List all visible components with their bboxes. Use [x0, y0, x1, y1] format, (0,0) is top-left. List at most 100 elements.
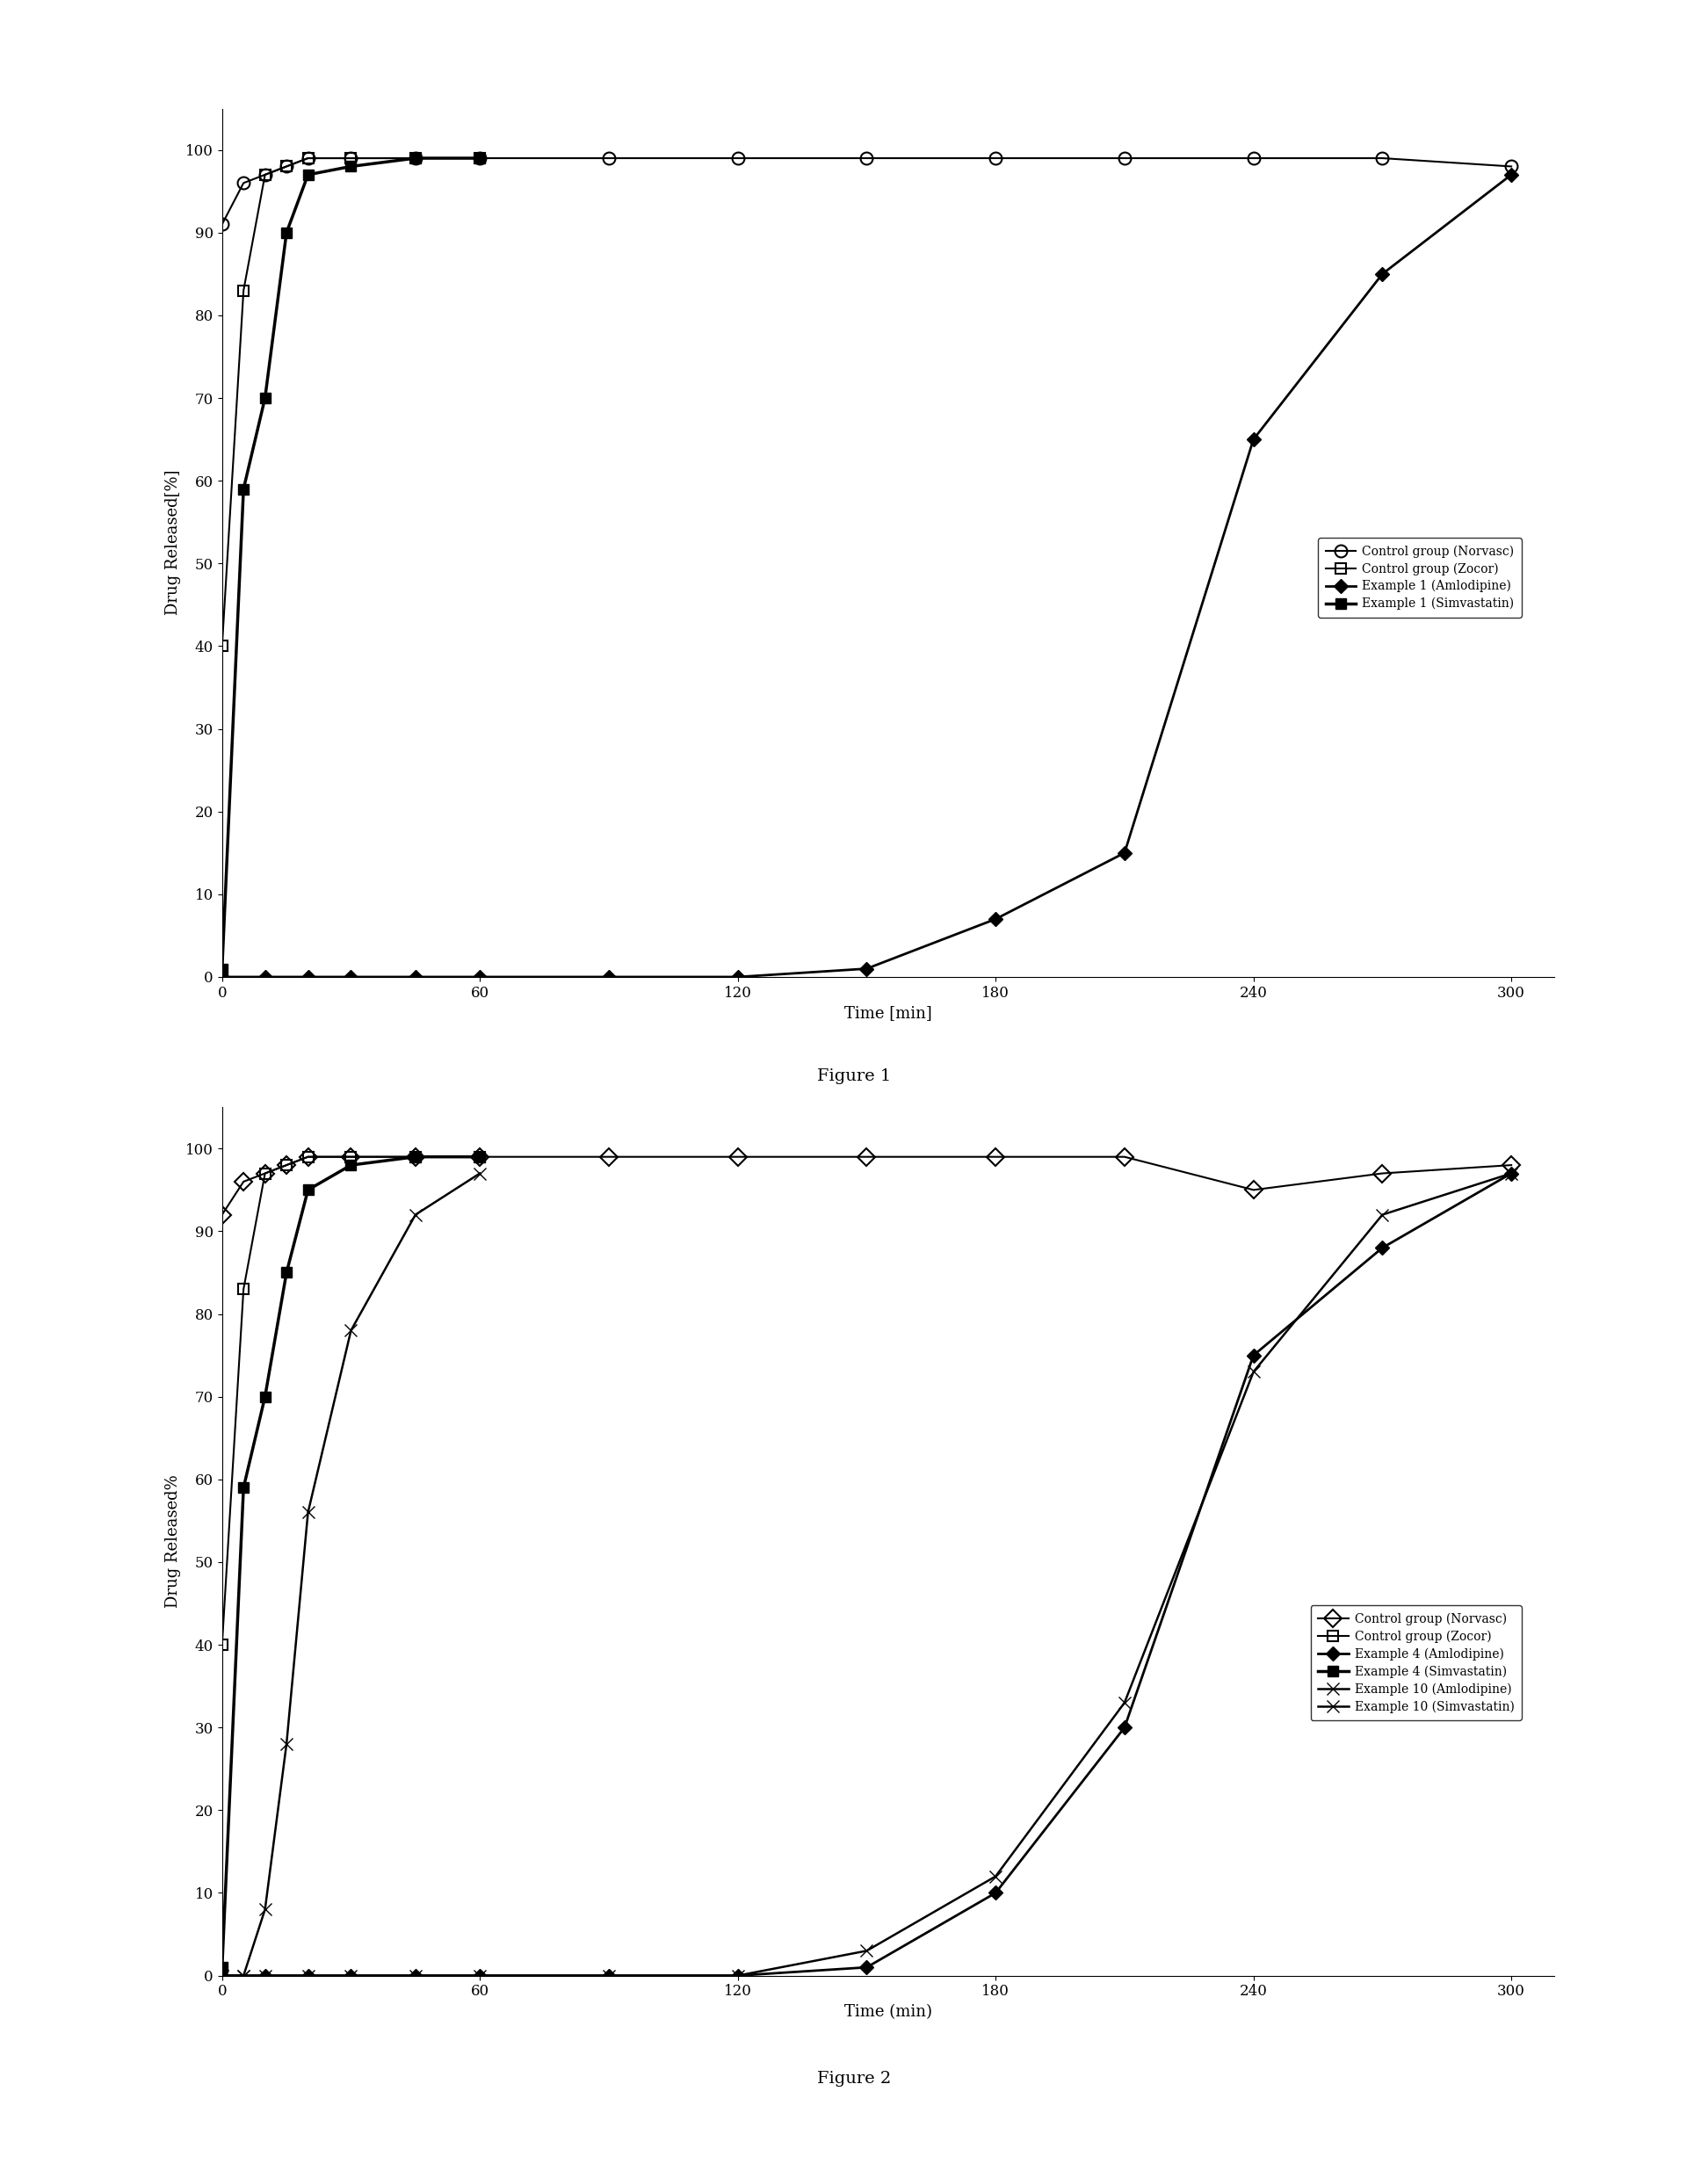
Example 10 (Amlodipine) [405, 1963, 425, 1989]
Example 4 (Simvastatin) [405, 1144, 425, 1170]
Example 1 (Amlodipine) [728, 964, 748, 990]
Example 1 (Simvastatin) [340, 154, 360, 180]
Example 4 (Amlodipine) [1372, 1235, 1392, 1261]
Example 4 (Amlodipine) [1114, 1715, 1134, 1741]
Example 4 (Simvastatin) [234, 1474, 254, 1500]
Example 4 (Amlodipine) [470, 1963, 490, 1989]
Legend: Control group (Norvasc), Control group (Zocor), Example 1 (Amlodipine), Example : Control group (Norvasc), Control group (… [1319, 538, 1522, 617]
Example 1 (Amlodipine) [1114, 840, 1134, 866]
Control group (Norvasc) [986, 1144, 1006, 1170]
Control group (Zocor) [254, 161, 275, 187]
Example 1 (Amlodipine) [856, 955, 876, 981]
Example 1 (Amlodipine) [297, 964, 318, 990]
Line: Control group (Norvasc): Control group (Norvasc) [215, 152, 1517, 230]
Control group (Norvasc) [405, 1144, 425, 1170]
Control group (Norvasc) [297, 1144, 318, 1170]
Example 10 (Simvastatin) [212, 1963, 232, 1989]
Control group (Norvasc) [1114, 145, 1134, 172]
Example 1 (Amlodipine) [470, 964, 490, 990]
Control group (Norvasc) [405, 145, 425, 172]
Example 10 (Amlodipine) [598, 1963, 618, 1989]
Example 4 (Amlodipine) [254, 1963, 275, 1989]
Example 10 (Amlodipine) [297, 1963, 318, 1989]
Example 4 (Amlodipine) [1501, 1159, 1522, 1185]
Control group (Norvasc) [598, 1144, 618, 1170]
Example 10 (Simvastatin) [254, 1897, 275, 1924]
Text: Figure 1: Figure 1 [816, 1068, 892, 1083]
Line: Example 4 (Amlodipine): Example 4 (Amlodipine) [217, 1168, 1517, 1980]
Control group (Zocor) [277, 1153, 297, 1179]
Example 4 (Simvastatin) [297, 1177, 318, 1203]
Example 1 (Amlodipine) [1372, 261, 1392, 287]
Control group (Norvasc) [856, 1144, 876, 1170]
Example 4 (Simvastatin) [277, 1259, 297, 1285]
Line: Example 1 (Simvastatin): Example 1 (Simvastatin) [217, 152, 485, 975]
Control group (Zocor) [297, 145, 318, 172]
Example 10 (Simvastatin) [470, 1159, 490, 1185]
Control group (Zocor) [234, 1277, 254, 1303]
Control group (Norvasc) [1501, 1153, 1522, 1179]
Control group (Norvasc) [254, 1159, 275, 1185]
Control group (Norvasc) [728, 1144, 748, 1170]
Control group (Zocor) [297, 1144, 318, 1170]
Text: Figure 2: Figure 2 [816, 2071, 892, 2086]
Example 10 (Amlodipine) [856, 1939, 876, 1965]
Control group (Norvasc) [1372, 145, 1392, 172]
Example 1 (Amlodipine) [212, 964, 232, 990]
Control group (Norvasc) [212, 211, 232, 237]
Control group (Norvasc) [234, 169, 254, 195]
Example 10 (Amlodipine) [728, 1963, 748, 1989]
Line: Example 1 (Amlodipine): Example 1 (Amlodipine) [217, 169, 1517, 981]
Example 1 (Simvastatin) [405, 145, 425, 172]
Control group (Zocor) [254, 1159, 275, 1185]
Control group (Norvasc) [986, 145, 1006, 172]
Control group (Norvasc) [470, 145, 490, 172]
Control group (Zocor) [470, 145, 490, 172]
Control group (Zocor) [212, 634, 232, 660]
Line: Control group (Zocor): Control group (Zocor) [217, 152, 485, 651]
Control group (Zocor) [405, 145, 425, 172]
Control group (Zocor) [277, 154, 297, 180]
Example 1 (Amlodipine) [405, 964, 425, 990]
Control group (Zocor) [340, 145, 360, 172]
Control group (Norvasc) [340, 1144, 360, 1170]
Control group (Norvasc) [1114, 1144, 1134, 1170]
Example 10 (Amlodipine) [340, 1963, 360, 1989]
Control group (Norvasc) [856, 145, 876, 172]
Example 4 (Amlodipine) [340, 1963, 360, 1989]
Example 1 (Simvastatin) [470, 145, 490, 172]
Control group (Norvasc) [1372, 1159, 1392, 1185]
Control group (Norvasc) [340, 145, 360, 172]
Example 1 (Simvastatin) [234, 475, 254, 502]
Control group (Norvasc) [277, 154, 297, 180]
Example 10 (Amlodipine) [212, 1963, 232, 1989]
Example 4 (Amlodipine) [297, 1963, 318, 1989]
Control group (Norvasc) [277, 1153, 297, 1179]
Example 1 (Simvastatin) [254, 384, 275, 410]
Example 10 (Simvastatin) [340, 1318, 360, 1344]
Example 10 (Amlodipine) [254, 1963, 275, 1989]
Control group (Zocor) [234, 278, 254, 304]
Example 1 (Amlodipine) [254, 964, 275, 990]
Example 10 (Amlodipine) [986, 1863, 1006, 1889]
Example 4 (Amlodipine) [405, 1963, 425, 1989]
Y-axis label: Drug Released[%]: Drug Released[%] [164, 471, 181, 614]
Example 1 (Amlodipine) [1501, 161, 1522, 187]
Example 4 (Amlodipine) [212, 1963, 232, 1989]
Example 4 (Simvastatin) [470, 1144, 490, 1170]
Control group (Norvasc) [470, 1144, 490, 1170]
Line: Example 4 (Simvastatin): Example 4 (Simvastatin) [217, 1151, 485, 1973]
Example 1 (Amlodipine) [1243, 426, 1264, 452]
Control group (Zocor) [340, 1144, 360, 1170]
X-axis label: Time [min]: Time [min] [844, 1005, 933, 1020]
Control group (Norvasc) [728, 145, 748, 172]
Example 10 (Amlodipine) [1501, 1159, 1522, 1185]
Example 10 (Simvastatin) [277, 1730, 297, 1756]
Example 1 (Amlodipine) [986, 905, 1006, 931]
Example 4 (Amlodipine) [986, 1880, 1006, 1906]
Control group (Norvasc) [234, 1168, 254, 1194]
Example 4 (Simvastatin) [212, 1954, 232, 1980]
Line: Example 10 (Simvastatin): Example 10 (Simvastatin) [215, 1168, 487, 1982]
Example 4 (Amlodipine) [856, 1954, 876, 1980]
Example 10 (Amlodipine) [1114, 1689, 1134, 1715]
